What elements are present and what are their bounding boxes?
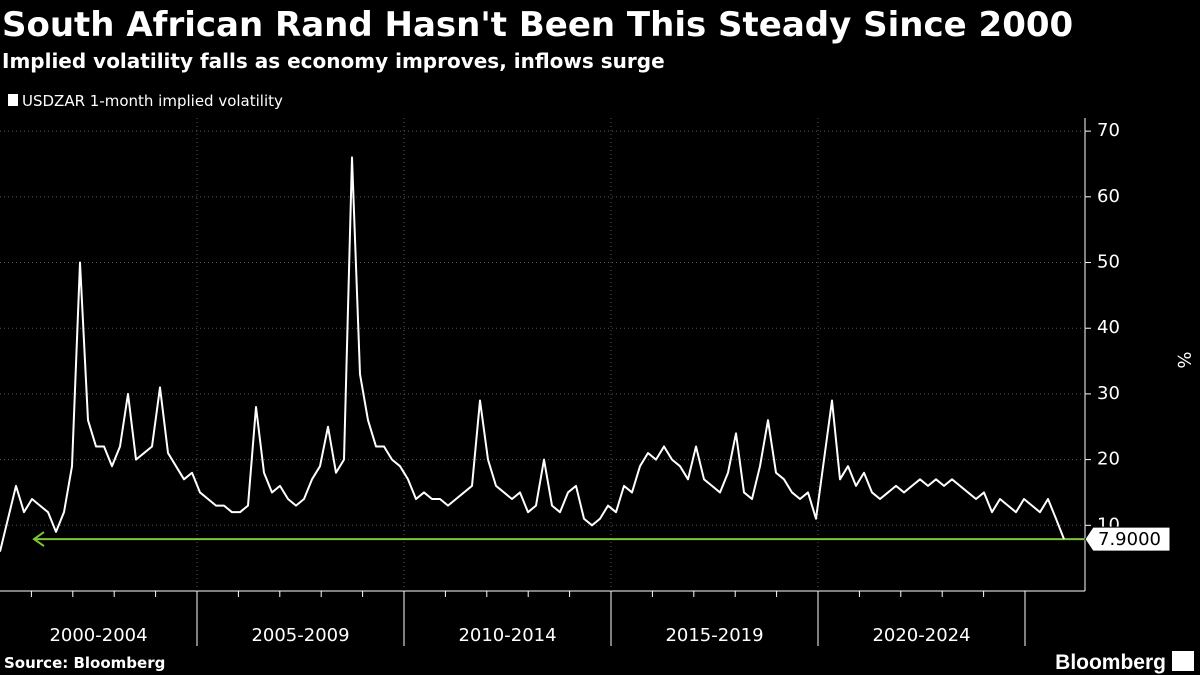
y-tick-label: 30 xyxy=(1097,383,1120,404)
brand-icon xyxy=(1172,651,1194,671)
y-tick-label: 50 xyxy=(1097,252,1120,273)
value-label: 7.9000 xyxy=(1098,529,1161,550)
reference-arrow xyxy=(32,531,45,547)
source: Source: Bloomberg xyxy=(4,654,165,672)
chart-subtitle: Implied volatility falls as economy impr… xyxy=(2,49,665,73)
y-axis-label: % xyxy=(1173,351,1194,368)
x-group-label: 2020-2024 xyxy=(872,625,970,646)
chart-title: South African Rand Hasn't Been This Stea… xyxy=(2,5,1073,45)
x-group-label: 2015-2019 xyxy=(665,625,763,646)
legend-swatch xyxy=(8,94,18,106)
y-tick-label: 40 xyxy=(1097,317,1120,338)
y-tick-label: 20 xyxy=(1097,449,1120,470)
value-label-box xyxy=(1084,526,1171,552)
brand: Bloomberg xyxy=(1055,651,1166,674)
y-tick-label: 70 xyxy=(1097,120,1120,141)
x-group-label: 2000-2004 xyxy=(49,625,147,646)
x-group-label: 2005-2009 xyxy=(251,625,349,646)
y-tick-label: 60 xyxy=(1097,186,1120,207)
series-line xyxy=(0,156,1065,552)
legend-label: USDZAR 1-month implied volatility xyxy=(22,92,283,110)
x-group-label: 2010-2014 xyxy=(458,625,556,646)
